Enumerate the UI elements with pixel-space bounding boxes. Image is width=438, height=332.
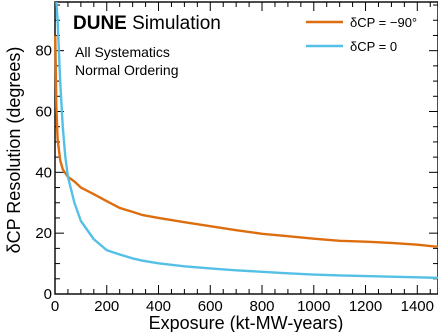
x-tick-label-3: 600 bbox=[198, 298, 223, 315]
y-tick-label-1: 20 bbox=[35, 225, 52, 242]
y-axis-title: δCP Resolution (degrees) bbox=[4, 47, 24, 254]
chart-title: DUNE Simulation bbox=[73, 13, 221, 34]
legend-label-series-0: δCP = −90° bbox=[350, 15, 417, 30]
series bbox=[54, 1, 438, 280]
x-tick-label-1: 200 bbox=[94, 298, 119, 315]
legend-label-series-1: δCP = 0 bbox=[350, 39, 397, 54]
x-tick-label-4: 800 bbox=[250, 298, 275, 315]
y-tick-label-0: 0 bbox=[44, 286, 52, 303]
x-tick-label-2: 400 bbox=[146, 298, 171, 315]
x-tick-label-7: 1400 bbox=[401, 298, 434, 315]
series-line-1 bbox=[55, 1, 438, 280]
plot-frame bbox=[54, 1, 438, 295]
x-tick-label-0: 0 bbox=[51, 298, 59, 315]
y-tick-label-4: 80 bbox=[35, 43, 52, 60]
chart-title-bold: DUNE bbox=[73, 13, 127, 34]
note-systematics: All Systematics bbox=[75, 44, 170, 60]
chart-title-rest: Simulation bbox=[127, 13, 221, 34]
axes bbox=[54, 1, 438, 295]
series-line-0 bbox=[54, 35, 438, 249]
y-tick-label-3: 60 bbox=[35, 104, 52, 121]
y-tick-label-2: 40 bbox=[35, 164, 52, 181]
x-tick-label-5: 1000 bbox=[297, 298, 330, 315]
x-axis-title: Exposure (kt-MW-years) bbox=[149, 313, 344, 332]
note-ordering: Normal Ordering bbox=[75, 62, 178, 78]
legend: δCP = −90° δCP = 0 bbox=[306, 15, 417, 54]
ticks: 0 200 400 600 800 1000 1200 1400 0 20 40 60 80 bbox=[35, 2, 438, 315]
x-tick-label-6: 1200 bbox=[349, 298, 382, 315]
